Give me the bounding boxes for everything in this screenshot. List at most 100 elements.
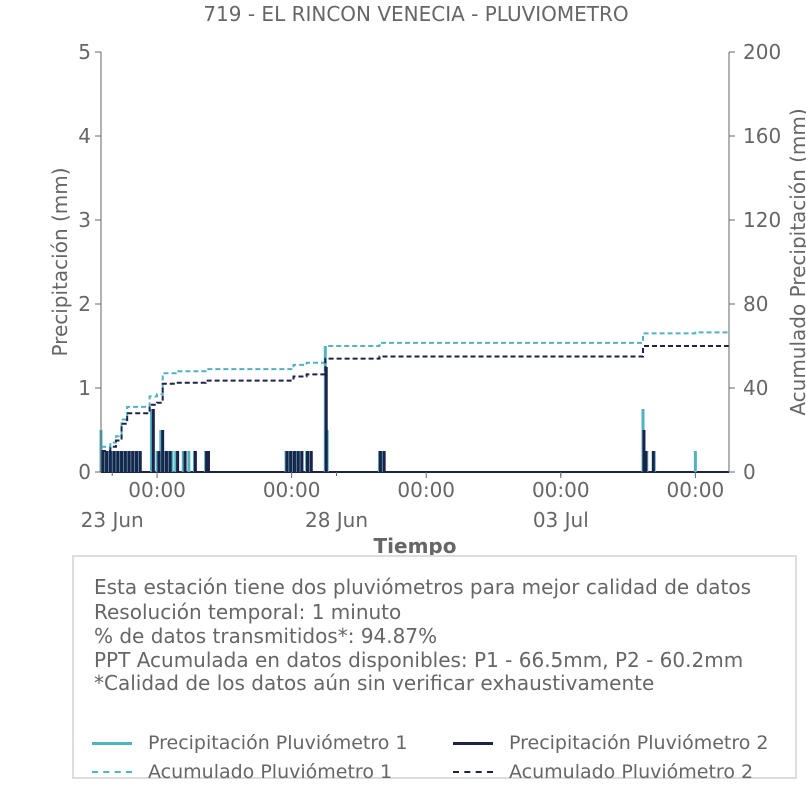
x-date-label-1: 28 Jun: [305, 508, 368, 532]
bar-s1-7: [127, 451, 131, 472]
plot-area: [99, 331, 730, 473]
bar-s0-18: [181, 451, 185, 472]
bar-s0-1: [103, 451, 107, 472]
legend-label-precip-p2: Precipitación Pluviómetro 2: [509, 732, 769, 754]
legend-label-precip-p1: Precipitación Pluviómetro 1: [148, 732, 408, 754]
bar-s1-20: [206, 451, 210, 472]
bar-s0-5: [118, 451, 122, 472]
x-major-tick-label-4: 00:00: [667, 478, 725, 502]
bar-s1-19: [205, 451, 209, 472]
bar-s0-9: [133, 451, 137, 472]
bar-s0-14: [163, 451, 167, 472]
bar-s0-10: [136, 451, 140, 472]
bar-s1-33: [651, 451, 655, 472]
bar-s1-6: [123, 451, 127, 472]
bar-s0-16: [170, 451, 174, 472]
bar-s1-12: [157, 451, 161, 472]
bar-s0-7: [125, 451, 129, 472]
bar-s1-22: [289, 451, 293, 472]
x-major-tick-label-0: 00:00: [128, 478, 186, 502]
bar-s0-11: [149, 409, 153, 472]
bar-s0-2: [106, 451, 110, 472]
legend-swatch-precip-p1: [92, 741, 132, 745]
bar-s1-18: [193, 451, 197, 472]
legend-label-accum-p2: Acumulado Pluviómetro 2: [509, 761, 754, 783]
bar-s0-6: [121, 451, 125, 472]
bar-s1-2: [108, 451, 112, 472]
bar-s1-32: [644, 451, 648, 472]
x-major-tick-label-2: 00:00: [397, 478, 455, 502]
legend-label-accum-p1: Acumulado Pluviómetro 1: [148, 761, 393, 783]
bar-s1-8: [131, 451, 135, 472]
bar-s1-3: [112, 451, 116, 472]
bar-s1-16: [176, 451, 180, 472]
bar-s1-30: [382, 451, 386, 472]
info-line-resolution: Resolución temporal: 1 minuto: [94, 600, 402, 624]
bar-s1-5: [120, 451, 124, 472]
bar-s1-27: [309, 451, 313, 472]
accum-line-3: [101, 345, 730, 452]
bar-s0-13: [159, 430, 163, 472]
y-tick-label-5: 5: [78, 40, 91, 64]
bar-s1-21: [285, 451, 289, 472]
legend-swatch-precip-p2: [453, 741, 493, 745]
y-tick-label-2: 2: [78, 292, 91, 316]
bar-s1-11: [151, 409, 155, 472]
y2-tick-label-4: 160: [743, 124, 781, 148]
bar-s1-28: [324, 367, 328, 472]
bar-s1-31: [642, 430, 646, 472]
bar-s1-26: [306, 451, 310, 472]
axes: 0 1 2 3 4 5 0 40 80 120 160 200 00:00 00:00 00:00 00:00…: [78, 40, 781, 532]
bar-s0-4: [114, 451, 118, 472]
bar-s0-37: [693, 451, 697, 472]
y-tick-label-1: 1: [78, 376, 91, 400]
bar-s1-0: [101, 451, 105, 472]
info-line-transmitted: % de datos transmitidos*: 94.87%: [94, 624, 438, 648]
x-date-label-2: 03 Jul: [533, 508, 589, 532]
y2-tick-label-0: 0: [743, 460, 756, 484]
y2-tick-label-5: 200: [743, 40, 781, 64]
bar-s1-25: [300, 451, 304, 472]
legend-swatch-accum-p2: [453, 771, 493, 773]
info-line-accumulated: PPT Acumulada en datos disponibles: P1 -…: [94, 648, 744, 672]
x-date-label-0: 23 Jun: [81, 508, 144, 532]
y-tick-label-4: 4: [78, 124, 91, 148]
bar-s1-13: [161, 430, 165, 472]
x-major-tick-label-1: 00:00: [263, 478, 321, 502]
bar-s1-29: [378, 451, 382, 472]
legend-swatch-accum-p1: [92, 771, 132, 773]
bar-s1-9: [135, 451, 139, 472]
x-axis-label: Tiempo: [374, 534, 457, 558]
y-tick-label-3: 3: [78, 208, 91, 232]
x-major-tick-label-3: 00:00: [532, 478, 590, 502]
info-line-stations: Esta estación tiene dos pluviómetros par…: [94, 575, 752, 599]
legend-item-accum-p1: Acumulado Pluviómetro 1: [92, 760, 392, 784]
legend-item-precip-p2: Precipitación Pluviómetro 2: [453, 731, 769, 755]
bar-s1-1: [105, 451, 109, 472]
precipitation-chart: 719 - EL RINCON VENECIA - PLUVIOMETRO 0 1…: [48, 2, 806, 558]
bar-s0-19: [187, 451, 191, 472]
bar-s1-10: [138, 451, 142, 472]
bar-s0-8: [129, 451, 133, 472]
info-line-quality-note: *Calidad de los datos aún sin verificar …: [94, 671, 655, 695]
accum-line-2: [101, 331, 729, 448]
bar-s0-17: [174, 451, 178, 472]
y-tick-label-0: 0: [78, 460, 91, 484]
y2-axis-label: Acumulado Precipitación (mm): [786, 108, 806, 415]
legend-item-accum-p2: Acumulado Pluviómetro 2: [453, 760, 753, 784]
bar-s1-17: [183, 451, 187, 472]
bar-s1-15: [168, 451, 172, 472]
bar-s0-12: [155, 451, 159, 472]
y2-tick-label-1: 40: [743, 376, 768, 400]
bar-s1-14: [164, 451, 168, 472]
bar-s1-23: [292, 451, 296, 472]
bar-s0-3: [110, 451, 114, 472]
legend-item-precip-p1: Precipitación Pluviómetro 1: [92, 731, 408, 755]
bar-s0-15: [166, 451, 170, 472]
chart-title: 719 - EL RINCON VENECIA - PLUVIOMETRO: [203, 2, 628, 26]
y-axis-label: Precipitación (mm): [48, 167, 72, 356]
y2-tick-label-3: 120: [743, 208, 781, 232]
bar-s1-4: [116, 451, 120, 472]
bar-s1-24: [296, 451, 300, 472]
info-legend-box: Esta estación tiene dos pluviómetros par…: [72, 555, 797, 783]
